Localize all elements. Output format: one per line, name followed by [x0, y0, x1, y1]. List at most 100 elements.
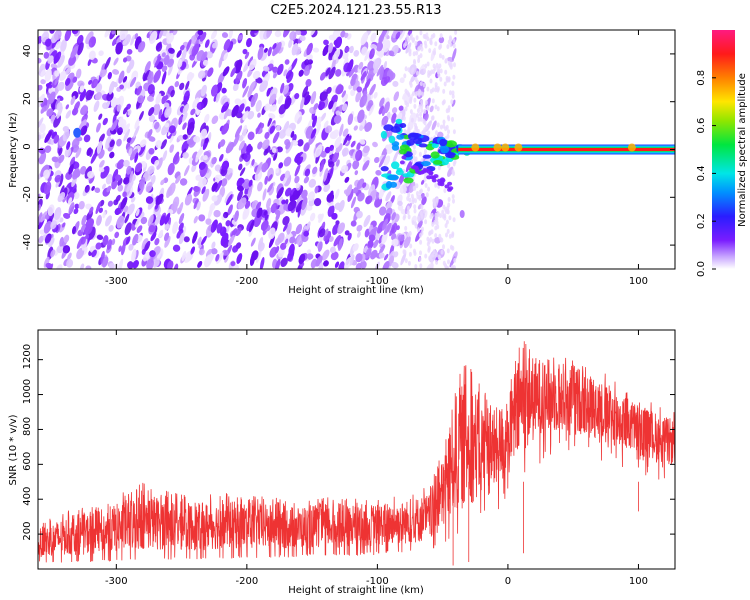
- noise-blob: [98, 113, 103, 120]
- noise-blob: [163, 54, 170, 66]
- noise-blob: [168, 47, 175, 54]
- noise-blob: [197, 30, 204, 36]
- noise-blob: [234, 98, 242, 105]
- noise-blob-faint: [404, 41, 408, 47]
- noise-blob: [356, 210, 363, 219]
- noise-blob-faint: [442, 244, 445, 250]
- noise-blob: [40, 105, 47, 114]
- noise-blob-faint: [433, 50, 436, 56]
- noise-blob: [98, 167, 105, 173]
- noise-blob-faint: [419, 81, 423, 87]
- noise-blob-faint: [446, 44, 450, 50]
- noise-blob-faint: [402, 249, 406, 255]
- noise-blob: [149, 250, 156, 258]
- noise-blob: [235, 70, 243, 84]
- noise-blob: [283, 120, 290, 134]
- noise-blob: [186, 139, 194, 145]
- noise-blob-faint: [451, 116, 454, 122]
- noise-blob: [143, 70, 150, 82]
- noise-blob-faint: [434, 87, 438, 93]
- noise-blob-faint: [436, 86, 440, 92]
- noise-blob: [54, 174, 62, 183]
- noise-blob: [145, 181, 153, 193]
- noise-blob: [269, 125, 276, 134]
- noise-blob: [352, 243, 359, 252]
- noise-blob: [43, 181, 52, 195]
- signal-bump: [501, 143, 510, 152]
- noise-blob-faint: [426, 61, 430, 67]
- noise-blob-faint: [429, 254, 433, 260]
- noise-blob: [164, 122, 170, 128]
- noise-blob: [247, 184, 253, 199]
- signal-streak: [431, 142, 439, 149]
- y-tick-label: 200: [22, 522, 33, 541]
- noise-blob: [310, 91, 317, 105]
- signal-streak: [418, 143, 428, 148]
- figure-title: C2E5.2024.121.23.55.R13: [270, 3, 441, 18]
- noise-blob: [77, 42, 84, 56]
- noise-blob: [133, 125, 140, 138]
- noise-blob: [129, 170, 134, 184]
- noise-blob: [264, 103, 271, 112]
- noise-blob: [158, 229, 164, 238]
- noise-blob: [161, 65, 168, 72]
- noise-blob: [40, 69, 46, 78]
- noise-blob-faint: [438, 63, 442, 69]
- noise-blob: [384, 30, 390, 39]
- noise-blob-faint: [426, 241, 430, 247]
- noise-blob-faint: [442, 88, 446, 94]
- noise-blob: [148, 224, 156, 233]
- noise-blob: [379, 66, 384, 81]
- noise-blob: [391, 212, 396, 221]
- colorbar: 0.0 0.2 0.4 0.6 0.8 Normalized spectral ampl…: [696, 30, 748, 277]
- noise-blob: [96, 122, 101, 133]
- noise-blob: [304, 65, 309, 72]
- noise-blob: [91, 185, 95, 191]
- noise-blob: [321, 249, 330, 261]
- noise-blob: [75, 147, 82, 159]
- signal-streak: [399, 122, 407, 129]
- noise-blob: [181, 48, 187, 62]
- noise-blob: [284, 238, 289, 245]
- noise-blob: [232, 83, 239, 92]
- noise-blob: [383, 155, 391, 167]
- noise-blob: [272, 47, 278, 57]
- signal-streak: [407, 132, 419, 141]
- noise-blob-faint: [424, 253, 428, 259]
- noise-blob-faint: [449, 90, 452, 96]
- noise-blob: [155, 193, 164, 206]
- noise-blob: [333, 235, 341, 247]
- noise-blob: [376, 220, 385, 234]
- noise-blob: [79, 88, 86, 102]
- noise-blob: [105, 173, 113, 185]
- noise-blob: [280, 242, 287, 250]
- noise-blob: [178, 59, 183, 68]
- noise-blob: [76, 247, 85, 260]
- noise-blob: [46, 212, 55, 224]
- noise-blob: [319, 91, 328, 102]
- heatmap-x-axis-label: Height of straight line (km): [288, 285, 424, 296]
- noise-blob-faint: [447, 107, 451, 113]
- noise-blob-faint: [419, 30, 423, 36]
- noise-blob: [90, 151, 98, 164]
- noise-blob: [239, 167, 246, 177]
- noise-blob: [342, 51, 349, 60]
- noise-blob: [137, 41, 146, 53]
- noise-blob: [383, 76, 391, 84]
- noise-blob-faint: [447, 129, 450, 135]
- noise-blob: [73, 208, 79, 215]
- noise-blob: [58, 154, 65, 164]
- noise-blob: [261, 139, 270, 150]
- noise-blob-faint: [451, 194, 455, 200]
- noise-blob-faint: [430, 136, 434, 142]
- snr-line: [38, 341, 675, 563]
- noise-blob-faint: [453, 257, 457, 263]
- noise-blob: [81, 237, 88, 251]
- noise-blob: [205, 248, 212, 258]
- noise-blob: [267, 182, 274, 193]
- snr-y-ticks: 200 400 600 800 1000 1200: [22, 344, 675, 541]
- noise-blob: [89, 149, 94, 158]
- noise-blob-faint: [413, 60, 417, 66]
- noise-blob: [135, 162, 143, 173]
- y-tick-label: 400: [22, 487, 33, 506]
